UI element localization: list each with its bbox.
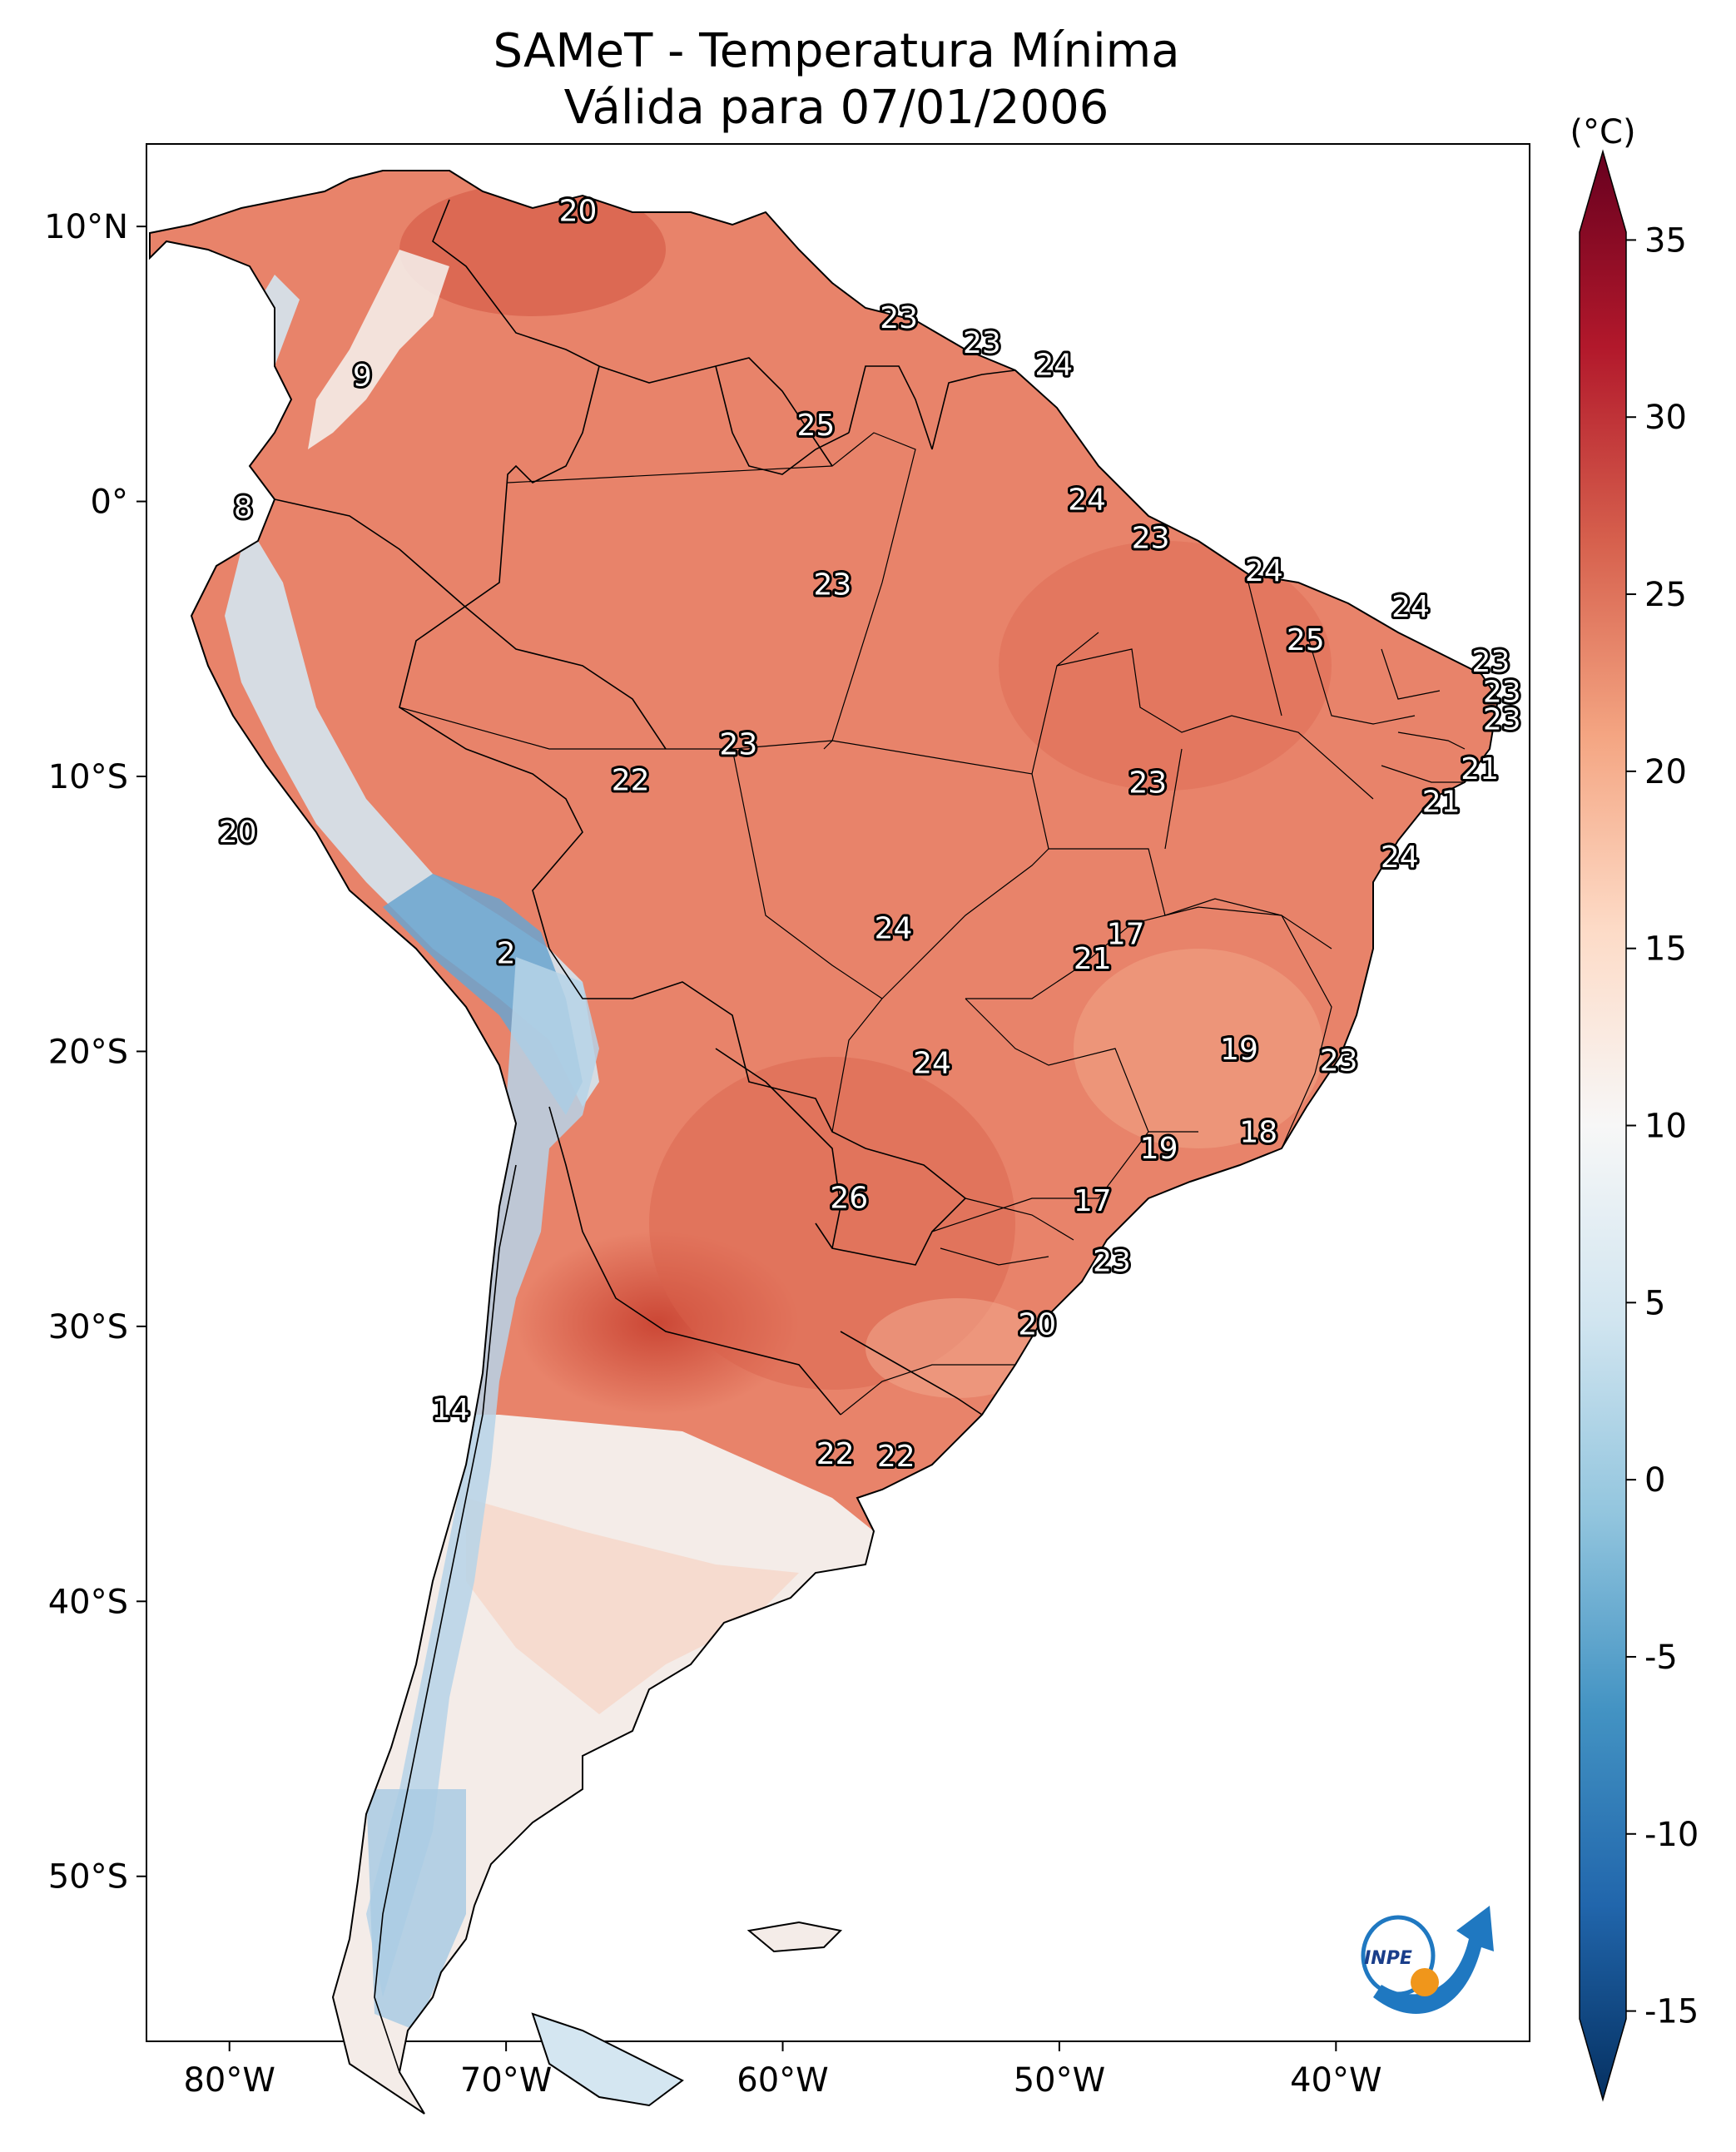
temperature-label: 24 [1381, 840, 1419, 875]
axis-ticks: 80°W 70°W 60°W 50°W 40°W 10°N 0° 10°S 20°S 30°S 40… [44, 208, 1381, 2100]
temperature-label: 20 [559, 194, 598, 228]
temperature-label: 25 [797, 409, 836, 443]
temperature-label: 14 [432, 1393, 470, 1427]
temperature-label: 9 [353, 359, 372, 394]
temperature-label: 21 [1074, 942, 1112, 976]
lat-tick-label: 20°S [48, 1033, 128, 1071]
logo-dot-icon [1411, 1968, 1439, 1996]
temperature-label: 19 [1140, 1132, 1178, 1166]
temperature-label: 17 [1074, 1184, 1112, 1218]
temperature-label: 23 [813, 568, 851, 602]
temperature-label: 2 [497, 936, 516, 970]
country-borders [274, 199, 1016, 2073]
lon-tick-label: 70°W [460, 2061, 552, 2100]
temperature-label: 23 [1093, 1245, 1131, 1279]
colorbar-tick-label: 30 [1644, 399, 1687, 437]
colorbar-tick-label: 5 [1644, 1284, 1665, 1322]
temperature-label: 21 [1461, 752, 1499, 786]
temperature-label: 24 [875, 912, 913, 946]
temperature-label: 8 [234, 491, 253, 525]
temperature-label: 20 [1018, 1308, 1056, 1342]
lat-tick-label: 40°S [48, 1583, 128, 1621]
temperature-label: 24 [1245, 554, 1283, 588]
lon-tick-label: 40°W [1290, 2061, 1381, 2100]
temperature-label: 24 [1391, 590, 1430, 624]
temperature-label: 23 [1320, 1044, 1358, 1078]
temperature-label: 23 [1132, 522, 1170, 556]
tierra-del-fuego [531, 2012, 684, 2107]
temperature-label: 23 [1472, 645, 1510, 679]
lat-tick-label: 10°S [48, 758, 128, 796]
colorbar-tick-label: 25 [1644, 576, 1687, 614]
state-borders [399, 432, 1466, 1416]
inpe-logo: INPE [1361, 1906, 1494, 2014]
logo-arrow-icon [1373, 1906, 1494, 2014]
temperature-label: 24 [1034, 348, 1073, 382]
temperature-label: 22 [816, 1437, 855, 1471]
falkland-islands [746, 1921, 843, 1953]
temperature-label: 24 [1068, 483, 1106, 517]
temperature-label: 23 [1483, 703, 1521, 737]
colorbar-tick-label: 10 [1644, 1108, 1687, 1146]
temperature-label: 22 [612, 763, 650, 797]
colorbar-ticks: 35 30 25 20 15 10 5 0 -5 -10 -15 [1626, 221, 1699, 2031]
temperature-label: 20 [219, 816, 257, 850]
lat-tick-label: 0° [91, 483, 128, 522]
temperature-label: 26 [830, 1182, 868, 1216]
colorbar-tick-label: 15 [1644, 930, 1687, 969]
colorbar-bar [1579, 149, 1627, 2102]
colorbar-unit: (°C) [1570, 113, 1635, 151]
colorbar-tick-label: 0 [1644, 1461, 1665, 1500]
colorbar-tick-label: 35 [1644, 221, 1687, 260]
coastline [149, 170, 1500, 2115]
colorbar-tick-label: -15 [1644, 1993, 1699, 2031]
temperature-label: 19 [1220, 1033, 1258, 1067]
temperature-label: 23 [880, 301, 918, 335]
lat-tick-label: 10°N [44, 208, 128, 246]
temperature-label: 18 [1239, 1115, 1277, 1149]
temperature-label: 22 [877, 1440, 915, 1474]
temperature-label: 23 [1483, 676, 1521, 710]
temperature-label: 21 [1422, 786, 1461, 820]
temperature-label: 23 [719, 727, 757, 761]
colorbar-tick-label: 20 [1644, 753, 1687, 791]
lon-tick-label: 80°W [183, 2061, 275, 2100]
colorbar-tick-label: -10 [1644, 1816, 1699, 1854]
lon-tick-label: 50°W [1014, 2061, 1105, 2100]
temperature-label: 25 [1287, 623, 1325, 657]
colorbar: (°C) 35 30 25 20 15 10 5 0 -5 -10 -15 [1570, 113, 1699, 2102]
map-title: SAMeT - Temperatura Mínima [493, 24, 1180, 78]
temperature-label: 24 [913, 1047, 951, 1081]
lat-tick-label: 30°S [48, 1308, 128, 1346]
colorbar-tick-label: -5 [1644, 1639, 1678, 1677]
map-subtitle: Válida para 07/01/2006 [563, 81, 1109, 135]
temperature-label: 23 [963, 326, 1001, 360]
logo-text: INPE [1364, 1948, 1412, 1969]
temperature-label: 17 [1107, 917, 1145, 951]
lon-tick-label: 60°W [737, 2061, 828, 2100]
lat-tick-label: 50°S [48, 1858, 128, 1897]
temperature-label: 23 [1128, 766, 1167, 801]
